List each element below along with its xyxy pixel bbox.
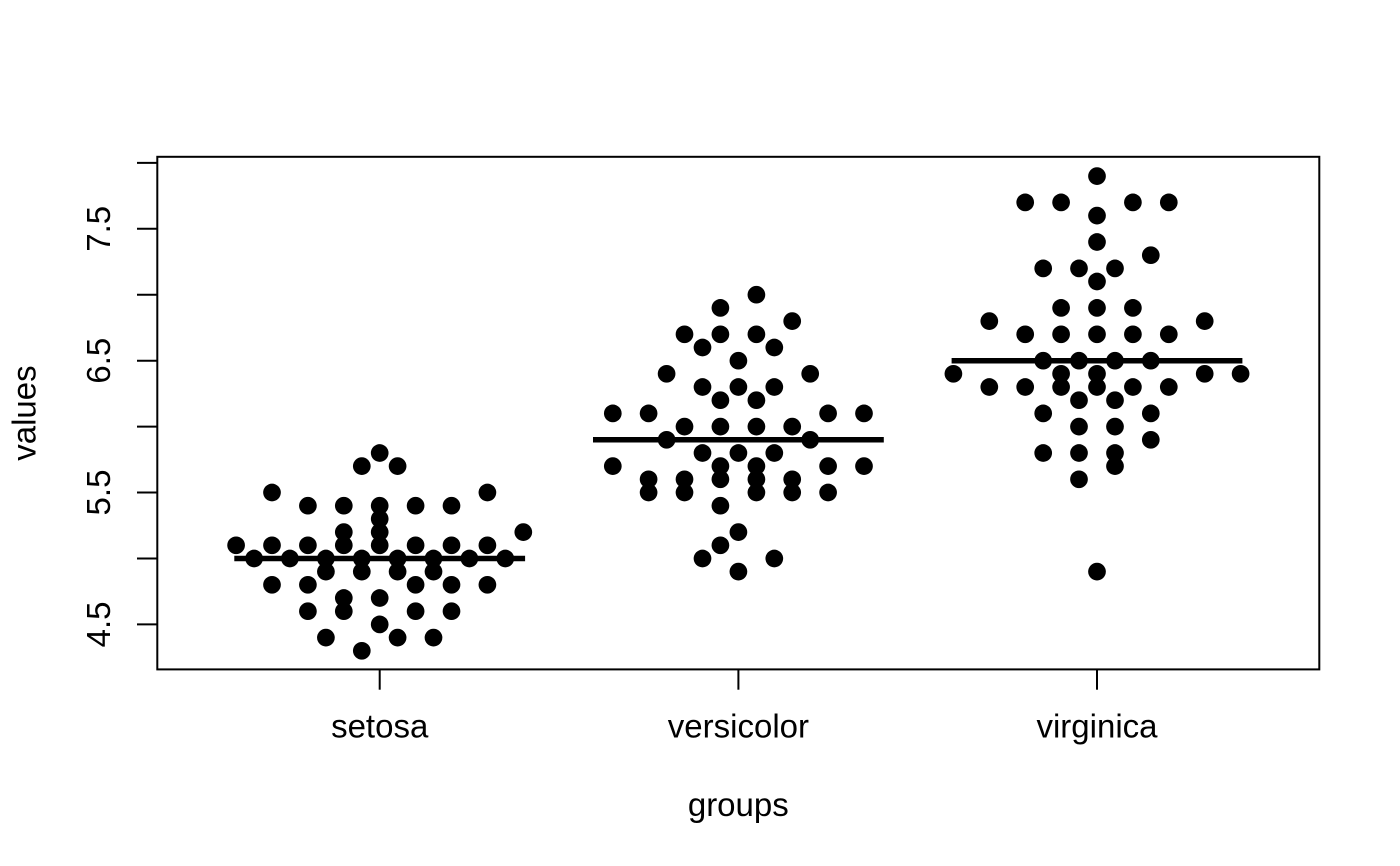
svg-text:virginica: virginica [1036, 708, 1158, 745]
svg-text:7.5: 7.5 [80, 206, 117, 252]
svg-text:5.5: 5.5 [80, 470, 117, 516]
svg-text:versicolor: versicolor [668, 708, 809, 745]
svg-text:6.5: 6.5 [80, 338, 117, 384]
svg-text:setosa: setosa [331, 708, 429, 745]
svg-text:values: values [5, 365, 42, 460]
svg-text:groups: groups [688, 786, 789, 823]
svg-text:4.5: 4.5 [80, 601, 117, 647]
